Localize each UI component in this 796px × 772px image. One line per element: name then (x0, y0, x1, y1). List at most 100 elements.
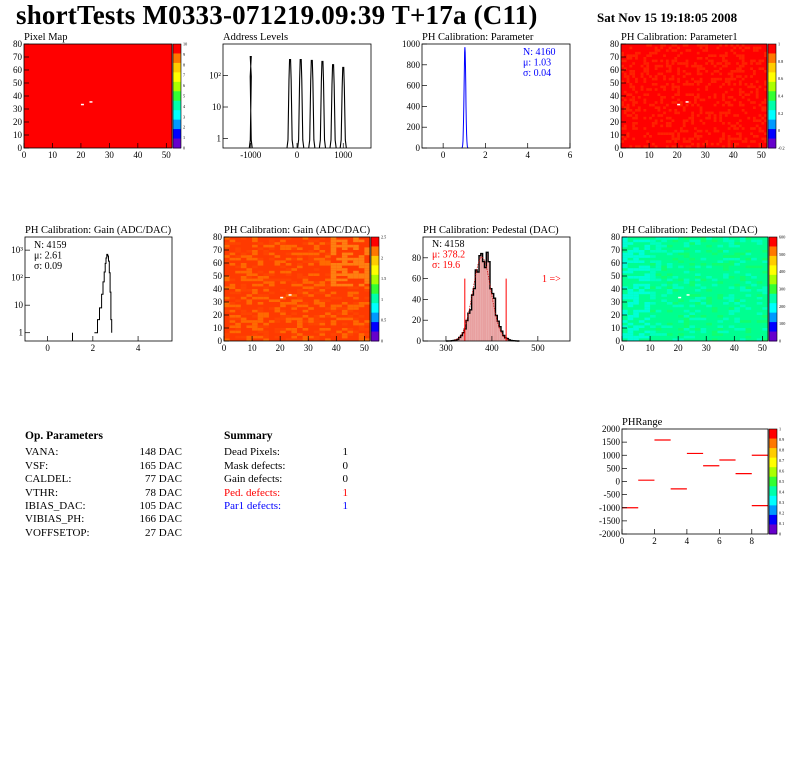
ph-calibration-pedestal-2d-heat-cell (633, 250, 639, 253)
ph-calibration-gain-2d-heat-cell (364, 338, 370, 341)
ph-calibration-parameter1-heat-cell (727, 140, 731, 143)
ph-calibration-parameter1-xtick-label: 20 (673, 150, 683, 160)
ph-calibration-gain-2d-palette-band (371, 237, 379, 247)
ph-calibration-pedestal-2d-heat-cell (622, 270, 628, 274)
ph-calibration-pedestal-2d-heat-cell (689, 242, 695, 245)
ph-calibration-gain-1d-stat-label: σ: 0.09 (34, 261, 62, 272)
ph-calibration-parameter1-heat-cell (758, 145, 762, 148)
ph-calibration-parameter1-heat-cell (654, 75, 658, 78)
ph-calibration-parameter1-heat-cell (699, 119, 703, 122)
ph-calibration-parameter1-heat-cell (702, 142, 706, 146)
ph-calibration-parameter1-heat-cell (632, 127, 636, 130)
ph-calibration-gain-2d-heat-cell (285, 273, 292, 276)
ph-calibration-parameter1-heat-cell (674, 44, 678, 47)
ph-calibration-gain-2d-heat-cell (291, 283, 297, 287)
ph-calibration-gain-2d-heat-cell (291, 338, 297, 341)
pixel-map-palette-band (173, 129, 181, 140)
ph-calibration-pedestal-2d-heat-cell (627, 242, 634, 245)
ph-calibration-parameter1-heat-cell (685, 44, 689, 47)
ph-calibration-gain-2d-heat-cell (325, 307, 331, 310)
ph-calibration-parameter1-heat-cell (621, 127, 624, 130)
pixel-map-ytick-label: 0 (18, 143, 23, 153)
ph-calibration-pedestal-histogram-bin (497, 321, 500, 341)
ph-calibration-gain-2d-heat-cell (353, 244, 359, 248)
ph-calibration-parameter-ytick-label: 200 (407, 122, 421, 132)
ph-calibration-parameter1-heat-cell (671, 137, 675, 141)
ph-calibration-pedestal-2d-heat-cell (706, 265, 712, 269)
ph-calibration-parameter1-heat-cell (674, 101, 678, 104)
ph-calibration-gain-2d-heat-cell (347, 283, 354, 287)
ph-calibration-parameter1-heat-cell (736, 142, 739, 146)
ph-calibration-parameter1-heat-cell (752, 70, 756, 73)
ph-calibration-parameter1-heat-cell (682, 119, 686, 122)
ph-calibration-parameter1-heat-cell (654, 59, 658, 63)
ph-calibration-gain-2d-heat-cell (263, 252, 269, 256)
ph-calibration-gain-2d-heat-cell (240, 289, 247, 292)
ph-calibration-pedestal-2d-heat-cell (689, 268, 695, 271)
ph-calibration-gain-2d-heat-cell (364, 296, 370, 300)
ph-calibration-gain-2d-heat-cell (347, 257, 354, 261)
phrange-xtick-label: 4 (685, 536, 690, 546)
ph-calibration-pedestal-2d-heat-cell (650, 250, 656, 253)
ph-calibration-parameter1-heat-cell (764, 119, 767, 122)
ph-calibration-gain-2d-heat-cell (353, 312, 359, 315)
ph-calibration-gain-2d-heat-cell (336, 304, 342, 308)
ph-calibration-pedestal-2d-ytick-label: 0 (616, 336, 621, 346)
ph-calibration-parameter1-heat-cell (761, 67, 765, 70)
summary-key: Dead Pixels: (224, 446, 280, 459)
ph-calibration-gain-2d-heat-cell (353, 320, 359, 323)
ph-calibration-gain-2d-heat-cell (224, 286, 230, 289)
ph-calibration-parameter1-heat-cell (635, 51, 638, 55)
ph-calibration-parameter1-heat-cell (665, 124, 669, 128)
ph-calibration-parameter1-heat-cell (702, 49, 706, 52)
ph-calibration-pedestal-2d-heat-cell (661, 333, 667, 336)
ph-calibration-parameter1-heat-cell (640, 75, 644, 78)
ph-calibration-parameter1-defect-pixel (685, 101, 689, 103)
ph-calibration-parameter1-palette-band (768, 119, 776, 130)
ph-calibration-pedestal-histogram-bin (473, 288, 476, 341)
ph-calibration-parameter1-heat-cell (685, 103, 689, 107)
ph-calibration-parameter1-heat-cell (654, 77, 658, 81)
ph-calibration-gain-2d-heat-cell (341, 257, 348, 261)
ph-calibration-parameter1-heat-cell (696, 145, 700, 148)
phrange-palette-label: 0.1 (779, 521, 784, 526)
ph-calibration-parameter1-heat-cell (691, 142, 694, 146)
phrange-palette-band (769, 505, 777, 516)
ph-calibration-gain-2d-heat-cell (229, 315, 236, 318)
phrange-title: PHRange (622, 417, 663, 428)
ph-calibration-gain-2d-heat-cell (252, 252, 258, 256)
ph-calibration-parameter1-heat-cell (733, 124, 737, 128)
ph-calibration-gain-2d-heat-cell (325, 273, 331, 276)
ph-calibration-parameter1-heat-cell (660, 119, 664, 122)
ph-calibration-pedestal-2d-heat-cell (622, 325, 628, 328)
ph-calibration-parameter1-heat-cell (657, 64, 661, 68)
ph-calibration-parameter1-heat-cell (699, 109, 703, 112)
ph-calibration-parameter1-heat-cell (682, 70, 686, 73)
ph-calibration-gain-2d-heat-cell (224, 333, 230, 336)
ph-calibration-parameter1-heat-cell (671, 49, 675, 52)
ph-calibration-pedestal-2d-defect-pixel (678, 296, 682, 299)
ph-calibration-gain-2d-heat-cell (268, 281, 275, 284)
ph-calibration-gain-2d-heat-cell (297, 299, 303, 302)
ph-calibration-parameter1-heat-cell (626, 77, 630, 81)
ph-calibration-pedestal-2d-heat-cell (622, 244, 628, 248)
ph-calibration-pedestal-2d-palette-band (769, 284, 777, 295)
ph-calibration-gain-2d-heat-cell (252, 322, 258, 326)
ph-calibration-parameter1-heat-cell (668, 46, 672, 50)
ph-calibration-gain-2d-heat-cell (280, 239, 286, 243)
ph-calibration-gain-2d-heat-cell (252, 291, 258, 295)
ph-calibration-parameter1-heat-cell (685, 64, 689, 68)
ph-calibration-pedestal-histogram-bin (469, 309, 472, 341)
ph-calibration-gain-2d-heat-cell (285, 237, 292, 240)
ph-calibration-parameter1-heat-cell (691, 93, 694, 96)
ph-calibration-gain-2d-heat-cell (246, 299, 253, 302)
ph-calibration-parameter1-heat-cell (764, 70, 767, 73)
ph-calibration-parameter1-heat-cell (738, 103, 742, 107)
ph-calibration-gain-2d-heat-cell (257, 257, 264, 261)
ph-calibration-gain-2d-heat-cell (235, 328, 241, 331)
ph-calibration-parameter1-heat-cell (738, 137, 742, 141)
ph-calibration-gain-2d-heat-cell (358, 315, 365, 318)
ph-calibration-parameter1-heat-cell (694, 96, 697, 99)
ph-calibration-pedestal-2d-heat-cell (627, 250, 634, 253)
ph-calibration-gain-2d-heat-cell (353, 270, 359, 274)
